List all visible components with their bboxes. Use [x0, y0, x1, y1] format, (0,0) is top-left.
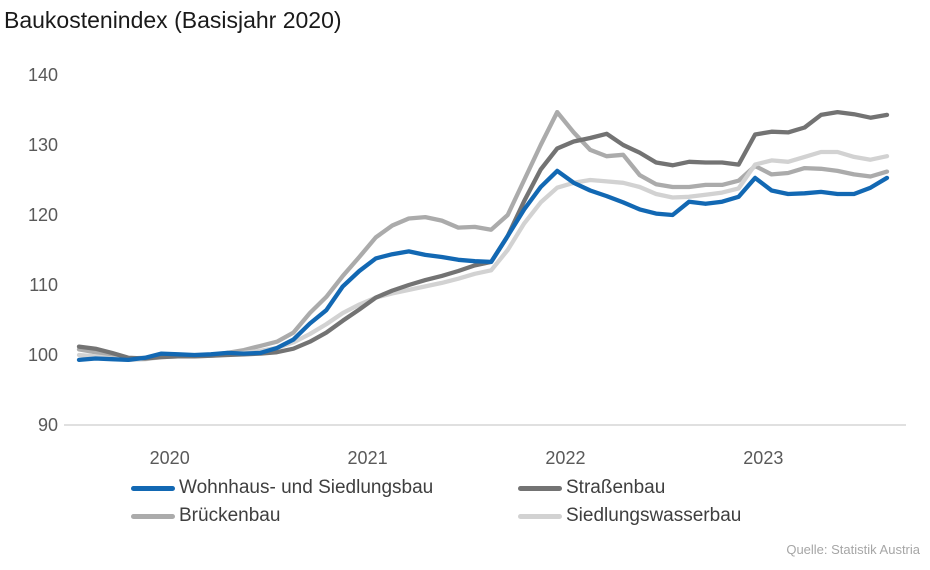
- legend-item-strassenbau: Straßenbau: [518, 477, 665, 499]
- legend-label-wohnhaus: Wohnhaus- und Siedlungsbau: [179, 477, 434, 498]
- legend-item-siedlungswasserbau: Siedlungswasserbau: [518, 505, 741, 527]
- legend-swatch-strassenbau: [518, 485, 562, 491]
- y-tick-label: 90: [38, 415, 58, 435]
- legend-label-siedlungswasserbau: Siedlungswasserbau: [566, 505, 742, 526]
- x-tick-label: 2022: [545, 448, 585, 468]
- chart-line-strassenbau: [76, 109, 890, 361]
- legend-swatch-wohnhaus: [131, 485, 175, 491]
- legend-item-wohnhaus: Wohnhaus- und Siedlungsbau: [131, 477, 433, 499]
- legend-label-strassenbau: Straßenbau: [566, 477, 666, 498]
- x-tick-label: 2021: [348, 448, 388, 468]
- source-note: Quelle: Statistik Austria: [786, 542, 920, 557]
- y-tick-label: 120: [28, 205, 58, 225]
- chart-title: Baukostenindex (Basisjahr 2020): [4, 7, 342, 33]
- legend-item-brueckenbau: Brückenbau: [131, 505, 280, 527]
- x-tick-label: 2023: [743, 448, 783, 468]
- legend-swatch-siedlungswasserbau: [518, 513, 562, 519]
- chart-line-siedlungswasserbau: [76, 149, 890, 363]
- legend-swatch-brueckenbau: [131, 513, 175, 519]
- y-tick-label: 110: [29, 275, 58, 295]
- y-tick-label: 130: [28, 135, 58, 155]
- y-tick-label: 100: [28, 345, 58, 365]
- x-tick-label: 2020: [150, 448, 190, 468]
- legend-label-brueckenbau: Brückenbau: [179, 505, 281, 526]
- chart-line-wohnhaus: [76, 168, 890, 363]
- chart-line-brueckenbau: [76, 109, 890, 361]
- y-tick-label: 140: [28, 65, 58, 85]
